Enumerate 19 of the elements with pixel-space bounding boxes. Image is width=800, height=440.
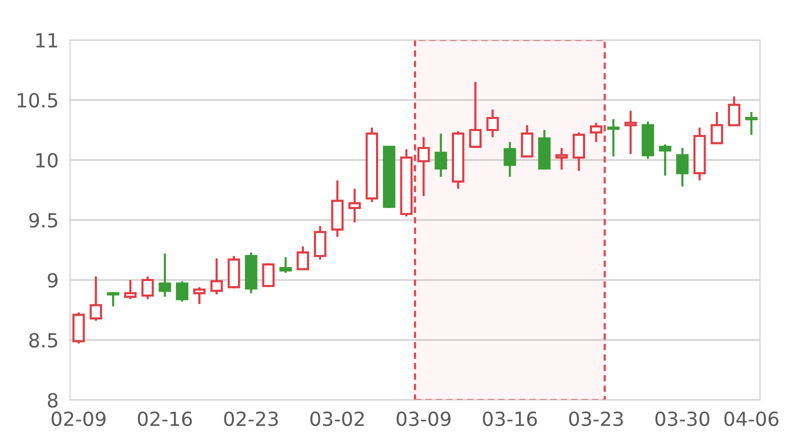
candlestick (624, 110, 637, 156)
y-tick-label: 8.5 (29, 332, 58, 348)
x-tick-label: 03-02 (310, 411, 364, 426)
x-tick-label: 04-06 (724, 411, 778, 426)
y-tick-label: 10.5 (18, 92, 58, 108)
x-tick-label: 03-09 (396, 411, 451, 426)
candlestick (417, 136, 430, 198)
y-tick-label: 9.5 (29, 212, 58, 228)
y-tick-label: 9 (48, 272, 58, 288)
x-tick-label: 02-16 (138, 411, 192, 426)
y-tick-label: 8 (48, 392, 58, 408)
candlestick (348, 188, 361, 224)
x-tick-label: 03-23 (569, 411, 623, 426)
x-tick-label: 03-30 (655, 411, 710, 426)
y-tick-label: 11 (36, 33, 58, 48)
x-tick-label: 02-09 (52, 411, 106, 426)
y-tick-label: 10 (36, 152, 58, 168)
x-tick-label: 02-23 (224, 411, 278, 426)
x-tick-label: 03-16 (482, 411, 537, 426)
